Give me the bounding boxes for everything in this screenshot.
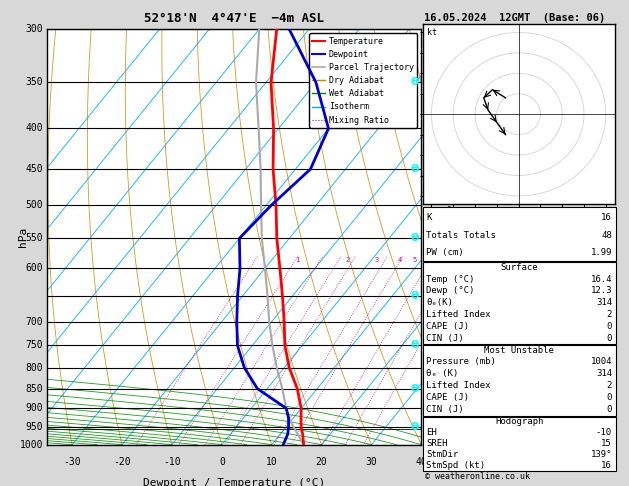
Text: StmSpd (kt): StmSpd (kt): [426, 461, 486, 470]
Text: 800: 800: [26, 363, 43, 373]
Text: Ө: Ө: [411, 164, 420, 174]
Text: km: km: [436, 42, 448, 52]
Text: 0: 0: [606, 405, 612, 414]
Text: 750: 750: [26, 340, 43, 350]
Text: 350: 350: [26, 77, 43, 87]
Text: 7: 7: [425, 124, 430, 133]
Text: 16: 16: [601, 461, 612, 470]
Legend: Temperature, Dewpoint, Parcel Trajectory, Dry Adiabat, Wet Adiabat, Isotherm, Mi: Temperature, Dewpoint, Parcel Trajectory…: [309, 34, 417, 128]
Text: 2: 2: [345, 257, 349, 262]
Text: 16.05.2024  12GMT  (Base: 06): 16.05.2024 12GMT (Base: 06): [424, 13, 605, 23]
Text: θₑ (K): θₑ (K): [426, 369, 459, 378]
Text: 900: 900: [26, 403, 43, 413]
Text: 3: 3: [375, 257, 379, 262]
Text: 0: 0: [606, 322, 612, 331]
Text: 30: 30: [365, 457, 377, 467]
Text: Ө: Ө: [411, 340, 420, 350]
Text: CAPE (J): CAPE (J): [426, 393, 469, 402]
Text: 48: 48: [601, 231, 612, 240]
Text: EH: EH: [426, 428, 437, 437]
Text: Ө: Ө: [411, 383, 420, 394]
Text: 2: 2: [606, 381, 612, 390]
Text: 2: 2: [425, 341, 430, 350]
Text: 5: 5: [425, 234, 430, 243]
Text: Ө: Ө: [411, 291, 420, 301]
Text: K: K: [426, 213, 432, 222]
Text: Dewpoint / Temperature (°C): Dewpoint / Temperature (°C): [143, 478, 325, 486]
Text: 4: 4: [455, 264, 460, 273]
Text: 2: 2: [606, 310, 612, 319]
Text: 314: 314: [596, 298, 612, 307]
Text: 1: 1: [455, 404, 460, 413]
Text: CIN (J): CIN (J): [426, 334, 464, 343]
Text: Ө: Ө: [411, 77, 420, 87]
Text: © weatheronline.co.uk: © weatheronline.co.uk: [425, 472, 530, 481]
Text: ASL: ASL: [433, 67, 451, 77]
Text: CAPE (J): CAPE (J): [426, 322, 469, 331]
Text: hPa: hPa: [18, 227, 28, 247]
Text: 3: 3: [425, 317, 430, 326]
Text: 9: 9: [425, 25, 430, 34]
Text: Most Unstable: Most Unstable: [484, 346, 554, 355]
Text: 20: 20: [316, 457, 328, 467]
Text: kt: kt: [427, 28, 437, 37]
Text: 600: 600: [26, 263, 43, 274]
Text: 0: 0: [606, 334, 612, 343]
Text: 4: 4: [425, 264, 430, 273]
Text: Ө: Ө: [411, 233, 420, 243]
Text: 16: 16: [601, 213, 612, 222]
Text: 700: 700: [26, 316, 43, 327]
Text: Ө: Ө: [411, 422, 420, 432]
Text: LCL: LCL: [425, 422, 442, 432]
Text: -10: -10: [596, 428, 612, 437]
Text: 52°18'N  4°47'E  −4m ASL: 52°18'N 4°47'E −4m ASL: [144, 12, 325, 25]
Text: 400: 400: [26, 123, 43, 134]
Text: 500: 500: [26, 200, 43, 210]
Text: CIN (J): CIN (J): [426, 405, 464, 414]
Text: 139°: 139°: [591, 451, 612, 459]
Text: 300: 300: [26, 24, 43, 34]
Text: -10: -10: [163, 457, 181, 467]
Text: Surface: Surface: [501, 263, 538, 273]
Text: 5: 5: [413, 257, 416, 262]
Text: 6: 6: [425, 165, 430, 174]
Text: Dewp (°C): Dewp (°C): [426, 286, 475, 295]
Text: 2: 2: [455, 363, 460, 372]
Text: 1.99: 1.99: [591, 248, 612, 257]
Text: 314: 314: [596, 369, 612, 378]
Text: -30: -30: [64, 457, 81, 467]
Text: StmDir: StmDir: [426, 451, 459, 459]
Text: 0: 0: [219, 457, 225, 467]
Text: 1: 1: [425, 384, 430, 393]
Text: 15: 15: [601, 439, 612, 448]
Text: 1: 1: [295, 257, 299, 262]
Text: PW (cm): PW (cm): [426, 248, 464, 257]
Text: 8: 8: [425, 78, 430, 87]
Text: Mixing Ratio (g/kg): Mixing Ratio (g/kg): [448, 190, 458, 284]
Text: 850: 850: [26, 383, 43, 394]
Text: Lifted Index: Lifted Index: [426, 310, 491, 319]
Text: 16.4: 16.4: [591, 275, 612, 283]
Text: Lifted Index: Lifted Index: [426, 381, 491, 390]
Text: 1000: 1000: [20, 440, 43, 450]
Text: Totals Totals: Totals Totals: [426, 231, 496, 240]
Text: 0: 0: [606, 393, 612, 402]
Text: SREH: SREH: [426, 439, 448, 448]
Text: 550: 550: [26, 233, 43, 243]
Text: Temp (°C): Temp (°C): [426, 275, 475, 283]
Text: Hodograph: Hodograph: [495, 417, 543, 427]
Text: θₑ(K): θₑ(K): [426, 298, 454, 307]
Text: 950: 950: [26, 422, 43, 432]
Text: 450: 450: [26, 164, 43, 174]
Text: 3: 3: [455, 317, 460, 326]
Text: 4: 4: [398, 257, 402, 262]
Text: 40: 40: [416, 457, 427, 467]
Text: 1004: 1004: [591, 357, 612, 366]
Text: 12.3: 12.3: [591, 286, 612, 295]
Text: Pressure (mb): Pressure (mb): [426, 357, 496, 366]
Text: -20: -20: [113, 457, 131, 467]
Text: 10: 10: [266, 457, 277, 467]
